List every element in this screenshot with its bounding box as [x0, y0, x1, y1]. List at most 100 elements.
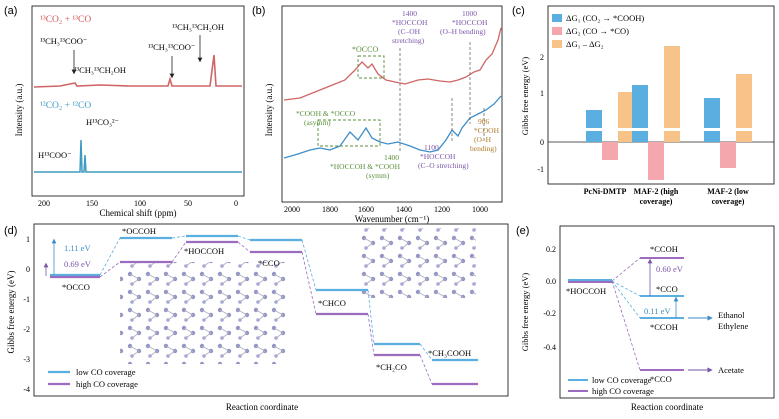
anno-cooh-occo: *COOH & *OCCO — [296, 109, 356, 118]
levels-high-coverage — [50, 240, 478, 386]
anno-906: 906 — [478, 117, 490, 126]
connectors-low — [99, 235, 433, 361]
ytick-d-m4: -4 — [23, 385, 30, 394]
bar-diff-low — [736, 74, 752, 142]
species-cco: *CCO — [258, 258, 280, 268]
anno-cooh-906: *COOH — [474, 126, 500, 135]
ytick-d-m2: -2 — [23, 325, 30, 334]
connectors-high — [99, 241, 433, 385]
levels-low-coverage — [50, 234, 478, 362]
anno-acetate2: ¹³CH₃¹³COO⁻ — [148, 42, 195, 52]
box-cooh-occo — [317, 119, 381, 147]
species-e-ccoh-low: *CCOH — [650, 322, 678, 332]
ytick-d-0: 0 — [26, 265, 30, 274]
panel-e-label: (e) — [516, 225, 529, 237]
panel-b-frame — [281, 5, 503, 203]
legend-dg1: ΔG₁ (CO₂ → *COOH) — [566, 13, 644, 23]
tick-2000: 2000 — [284, 205, 300, 214]
gap-high-label: 0.69 eV — [64, 259, 92, 269]
species-chco: *CHCO — [318, 298, 346, 308]
species-e-cco-low: *CCO — [656, 284, 678, 294]
ytick-d-1: 1 — [26, 235, 30, 244]
panel-d-label: (d) — [4, 225, 17, 237]
legend-swatch-dg2 — [552, 27, 562, 35]
ytick-1: 1 — [540, 89, 544, 98]
gap-e-low: 0.11 eV — [644, 306, 671, 316]
anno-hoccoh-right: *HOCCOH — [452, 18, 488, 27]
tick-1400: 1400 — [396, 205, 412, 214]
tick-100: 100 — [134, 199, 146, 208]
legend-d-high: high CO coverage — [76, 379, 138, 389]
panel-c-ylabel: Gibbs free energy (eV) — [520, 57, 530, 136]
bar-dg1-high — [632, 85, 648, 142]
anno-acetate: ¹³CH₃¹³COO⁻ — [40, 36, 87, 46]
panel-b-xlabel: Wavenumber (cm⁻¹) — [355, 214, 429, 224]
species-e-start: *HOCCOH — [566, 286, 606, 296]
panel-d-ylabel: Gibbs free energy (eV) — [6, 270, 16, 353]
product-acetate: Acetate — [718, 365, 744, 375]
mof-structure-right — [360, 228, 476, 298]
bar-diff-high — [664, 46, 680, 142]
anno-symm: (symm) — [366, 171, 390, 180]
anno-occo: *OCCO — [352, 45, 378, 54]
anno-bending-906: bending) — [470, 144, 497, 153]
tick-0: 0 — [234, 199, 238, 208]
legend-diff: ΔG₁ – ΔG₂ — [566, 39, 604, 49]
ytick-d-m3: -3 — [23, 355, 30, 364]
species-occoh: *OCCOH — [122, 226, 156, 236]
panel-d-yticks: 1 0 -1 -2 -3 -4 — [23, 235, 30, 394]
nmr-spectrum-12c — [34, 139, 242, 173]
tick-200: 200 — [38, 199, 50, 208]
anno-hoccoh-cooh: *HOCCOH & *COOH — [330, 162, 401, 171]
legend-e-high: high CO coverage — [592, 386, 654, 396]
anno-1400-bottom: 1400 — [384, 153, 399, 162]
panel-b: (b) Intensity (a.u.) *OCCO 1400 *HOCCOH … — [252, 5, 503, 224]
tick-1200: 1200 — [434, 205, 450, 214]
species-hoccoh: *HOCCOH — [184, 246, 224, 256]
gap-e-high: 0.60 eV — [656, 264, 684, 274]
bar-dg2-pcni — [602, 142, 618, 160]
panel-e-frame — [559, 225, 775, 399]
panel-a-label: (a) — [4, 5, 17, 17]
ftir-spectrum-blue — [283, 95, 502, 159]
cat-low-l1: MAF-2 (low — [707, 187, 749, 196]
legend-d-low: low CO coverage — [76, 367, 136, 377]
anno-co-stretch: (C–O stretching) — [418, 161, 469, 170]
tick-1000: 1000 — [472, 205, 488, 214]
ytick-0: 0 — [540, 138, 544, 147]
panel-c-xticks: PcNi-DMTP MAF-2 (high coverage) MAF-2 (l… — [584, 187, 749, 206]
panel-e-yticks: 0.2 0.0 -0.2 -0.4 — [543, 245, 556, 352]
product-ethylene: Ethylene — [718, 321, 748, 331]
species-e-cco-high: *CCO — [650, 374, 672, 384]
bar-diff-pcni — [618, 92, 634, 142]
tick-1600: 1600 — [358, 205, 374, 214]
panel-d-xlabel: Reaction coordinate — [226, 402, 298, 412]
cat-high-l2: coverage) — [640, 197, 673, 206]
panel-a: (a) Intensity (a.u.) ¹³CO₂ + ¹³CO ¹²CO₂ … — [4, 5, 245, 218]
tick-50: 50 — [184, 199, 192, 208]
anno-coh-stretch: (C–OH — [398, 27, 421, 36]
ytick-e-00: 0.0 — [546, 277, 556, 286]
bar-dg2-high — [648, 142, 664, 180]
species-ch2co: *CH₂CO — [376, 362, 407, 372]
bar-dg1-low — [704, 98, 720, 142]
panel-a-xlabel: Chemical shift (ppm) — [100, 208, 177, 218]
anno-ethanol-mid: ¹³CH₃¹³CH₂OH — [74, 65, 126, 75]
bar-dg2-low — [720, 142, 736, 168]
panel-c-label: (c) — [512, 5, 525, 17]
anno-hoccoh-top: *HOCCOH — [392, 18, 428, 27]
panel-c-yticks: 2 1 0 -1 — [537, 53, 544, 174]
panel-c: (c) Gibbs free energy (eV) ΔG₁ (CO₂ → *C… — [512, 5, 775, 206]
panel-c-frame — [547, 5, 775, 185]
tick-150: 150 — [86, 199, 98, 208]
panel-d: (d) Gibbs free energy (eV) 1 0 -1 -2 -3 … — [4, 223, 509, 412]
anno-carbonate: H¹³CO₃²⁻ — [86, 117, 119, 127]
anno-oh-bending: (O–H bending) — [440, 27, 486, 36]
panel-a-title-top: ¹³CO₂ + ¹³CO — [40, 15, 91, 25]
ytick-2: 2 — [540, 53, 544, 62]
panel-e-ylabel: Gibbs free energy (eV) — [520, 273, 530, 352]
legend-swatch-dg1 — [552, 14, 562, 22]
panel-b-ylabel: Intensity (a.u.) — [264, 84, 274, 137]
cat-low-l2: coverage) — [712, 197, 745, 206]
